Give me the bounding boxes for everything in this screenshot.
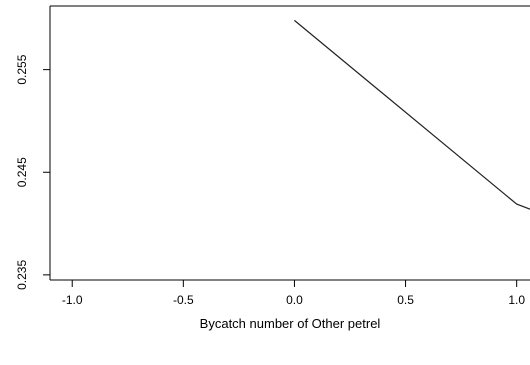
series-group — [294, 19, 530, 210]
x-ticks: -1.0 -0.5 0.0 0.5 1.0 — [62, 280, 525, 307]
x-tick-label: 0.5 — [397, 293, 414, 307]
y-tick-label: 0.235 — [15, 260, 29, 290]
y-tick-label: 0.245 — [15, 157, 29, 187]
x-tick-label: 0.0 — [286, 293, 303, 307]
x-tick-label: -0.5 — [173, 293, 194, 307]
series-line — [294, 19, 530, 210]
y-ticks: 0.235 0.245 0.255 — [15, 54, 50, 290]
y-tick-label: 0.255 — [15, 54, 29, 84]
x-axis-title: Bycatch number of Other petrel — [200, 316, 381, 331]
x-tick-label: 1.0 — [508, 293, 525, 307]
x-tick-label: -1.0 — [62, 293, 83, 307]
